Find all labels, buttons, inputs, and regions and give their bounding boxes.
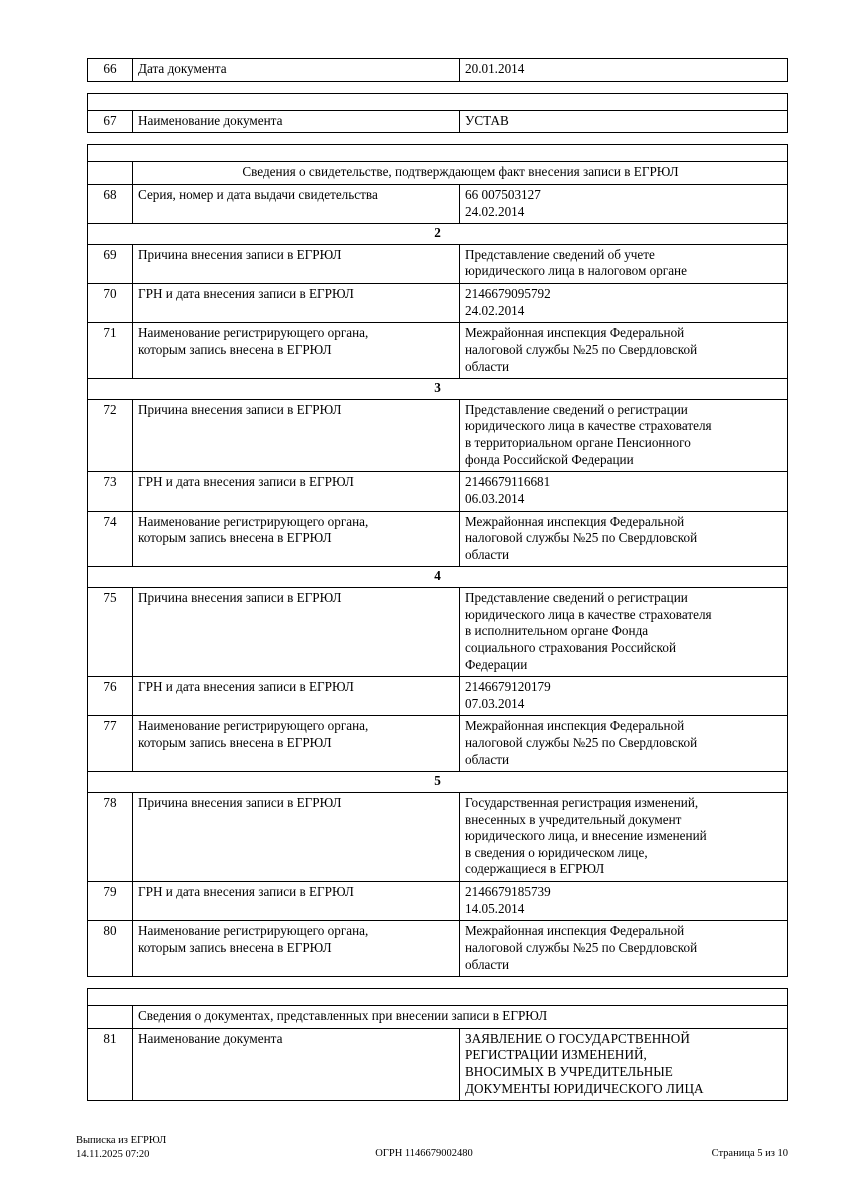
row-gap-cell xyxy=(88,133,788,145)
table-row: 67 Наименование документа УСТАВ xyxy=(87,109,788,134)
row-number: 80 xyxy=(87,920,133,978)
row-value: 2146679185739 14.05.2014 xyxy=(459,880,788,922)
row-gap xyxy=(88,133,788,145)
row-gap-cell xyxy=(88,977,788,989)
row-value: ЗАЯВЛЕНИЕ О ГОСУДАРСТВЕННОЙ РЕГИСТРАЦИИ … xyxy=(459,1027,788,1102)
row-value: УСТАВ xyxy=(459,109,788,134)
row-value: Государственная регистрация изменений, в… xyxy=(459,791,788,883)
footer-page-number: Страница 5 из 10 xyxy=(711,1148,788,1159)
row-gap xyxy=(88,81,788,93)
row-value: 2146679116681 06.03.2014 xyxy=(459,471,788,512)
footer-document-title: Выписка из ЕГРЮЛ 14.11.2025 07:20 xyxy=(76,1135,167,1161)
row-value: Представление сведений о регистрации юри… xyxy=(459,398,788,473)
table-row: 70 ГРН и дата внесения записи в ЕГРЮЛ 21… xyxy=(87,282,788,324)
row-value: 20.01.2014 xyxy=(459,58,788,82)
spacer-row xyxy=(87,144,788,163)
row-number: 73 xyxy=(87,471,133,512)
spacer-cell xyxy=(87,988,788,1007)
record-divider-row: 5 xyxy=(87,771,788,793)
page-footer: Выписка из ЕГРЮЛ 14.11.2025 07:20 ОГРН 1… xyxy=(0,1134,848,1180)
section-number-placeholder xyxy=(87,1005,133,1029)
spacer-row xyxy=(87,988,788,1007)
row-value: Представление сведений о регистрации юри… xyxy=(459,586,788,678)
row-number: 66 xyxy=(87,58,133,82)
record-divider-label: 3 xyxy=(87,378,788,400)
row-label: Наименование документа xyxy=(132,109,460,134)
row-number: 76 xyxy=(87,676,133,717)
table-row: 78 Причина внесения записи в ЕГРЮЛ Госуд… xyxy=(87,791,788,883)
spacer-row xyxy=(87,92,788,111)
row-label: Причина внесения записи в ЕГРЮЛ xyxy=(132,398,460,473)
table-row: 72 Причина внесения записи в ЕГРЮЛ Предс… xyxy=(87,398,788,473)
record-divider-row: 3 xyxy=(87,378,788,400)
row-value: Межрайонная инспекция Федеральной налого… xyxy=(459,322,788,380)
table-row: 76 ГРН и дата внесения записи в ЕГРЮЛ 21… xyxy=(87,676,788,717)
row-value: Представление сведений об учете юридичес… xyxy=(459,243,788,285)
row-label: Наименование регистрирующего органа, кот… xyxy=(132,920,460,978)
egrul-extract-table: 66 Дата документа 20.01.2014 67 Наименов… xyxy=(87,58,788,1102)
row-label: Наименование регистрирующего органа, кот… xyxy=(132,715,460,773)
row-number: 69 xyxy=(87,243,133,285)
section-header-row: Сведения о документах, представленных пр… xyxy=(87,1005,788,1029)
footer-ogrn: ОГРН 1146679002480 xyxy=(375,1148,473,1159)
spacer-cell xyxy=(87,92,788,111)
table-row: 69 Причина внесения записи в ЕГРЮЛ Предс… xyxy=(87,243,788,285)
row-number: 67 xyxy=(87,109,133,134)
row-number: 81 xyxy=(87,1027,133,1102)
row-number: 72 xyxy=(87,398,133,473)
table-row: 77 Наименование регистрирующего органа, … xyxy=(87,715,788,773)
row-label: ГРН и дата внесения записи в ЕГРЮЛ xyxy=(132,676,460,717)
row-number: 71 xyxy=(87,322,133,380)
table-row: 68 Серия, номер и дата выдачи свидетельс… xyxy=(87,183,788,225)
row-value: 2146679120179 07.03.2014 xyxy=(459,676,788,717)
row-number: 70 xyxy=(87,282,133,324)
table-row: 71 Наименование регистрирующего органа, … xyxy=(87,322,788,380)
row-number: 68 xyxy=(87,183,133,225)
record-divider-label: 5 xyxy=(87,771,788,793)
row-label: Причина внесения записи в ЕГРЮЛ xyxy=(132,791,460,883)
row-number: 79 xyxy=(87,880,133,922)
row-number: 75 xyxy=(87,586,133,678)
row-label: Наименование регистрирующего органа, кот… xyxy=(132,510,460,568)
table-row: 80 Наименование регистрирующего органа, … xyxy=(87,920,788,978)
table-row: 79 ГРН и дата внесения записи в ЕГРЮЛ 21… xyxy=(87,880,788,922)
section-title-documents: Сведения о документах, представленных пр… xyxy=(132,1005,788,1029)
record-divider-row: 4 xyxy=(87,566,788,588)
row-number: 77 xyxy=(87,715,133,773)
row-gap xyxy=(88,977,788,989)
row-number: 74 xyxy=(87,510,133,568)
row-label: Дата документа xyxy=(132,58,460,82)
row-label: ГРН и дата внесения записи в ЕГРЮЛ xyxy=(132,282,460,324)
row-gap-cell xyxy=(88,81,788,93)
row-label: ГРН и дата внесения записи в ЕГРЮЛ xyxy=(132,880,460,922)
row-label: Наименование регистрирующего органа, кот… xyxy=(132,322,460,380)
table-row: 66 Дата документа 20.01.2014 xyxy=(87,58,788,82)
row-value: 2146679095792 24.02.2014 xyxy=(459,282,788,324)
row-label: Причина внесения записи в ЕГРЮЛ xyxy=(132,243,460,285)
section-number-placeholder xyxy=(87,161,133,185)
row-label: Наименование документа xyxy=(132,1027,460,1102)
row-value: Межрайонная инспекция Федеральной налого… xyxy=(459,920,788,978)
row-value: Межрайонная инспекция Федеральной налого… xyxy=(459,510,788,568)
row-value: Межрайонная инспекция Федеральной налого… xyxy=(459,715,788,773)
row-label: Серия, номер и дата выдачи свидетельства xyxy=(132,183,460,225)
record-divider-row: 2 xyxy=(87,223,788,245)
spacer-cell xyxy=(87,144,788,163)
row-label: Причина внесения записи в ЕГРЮЛ xyxy=(132,586,460,678)
row-number: 78 xyxy=(87,791,133,883)
record-divider-label: 4 xyxy=(87,566,788,588)
table-row: 74 Наименование регистрирующего органа, … xyxy=(87,510,788,568)
record-divider-label: 2 xyxy=(87,223,788,245)
row-value: 66 007503127 24.02.2014 xyxy=(459,183,788,225)
table-row: 81 Наименование документа ЗАЯВЛЕНИЕ О ГО… xyxy=(87,1027,788,1102)
section-header-row: Сведения о свидетельстве, подтверждающем… xyxy=(87,161,788,185)
row-label: ГРН и дата внесения записи в ЕГРЮЛ xyxy=(132,471,460,512)
table-row: 73 ГРН и дата внесения записи в ЕГРЮЛ 21… xyxy=(87,471,788,512)
table-row: 75 Причина внесения записи в ЕГРЮЛ Предс… xyxy=(87,586,788,678)
section-title-certificate: Сведения о свидетельстве, подтверждающем… xyxy=(132,161,788,185)
